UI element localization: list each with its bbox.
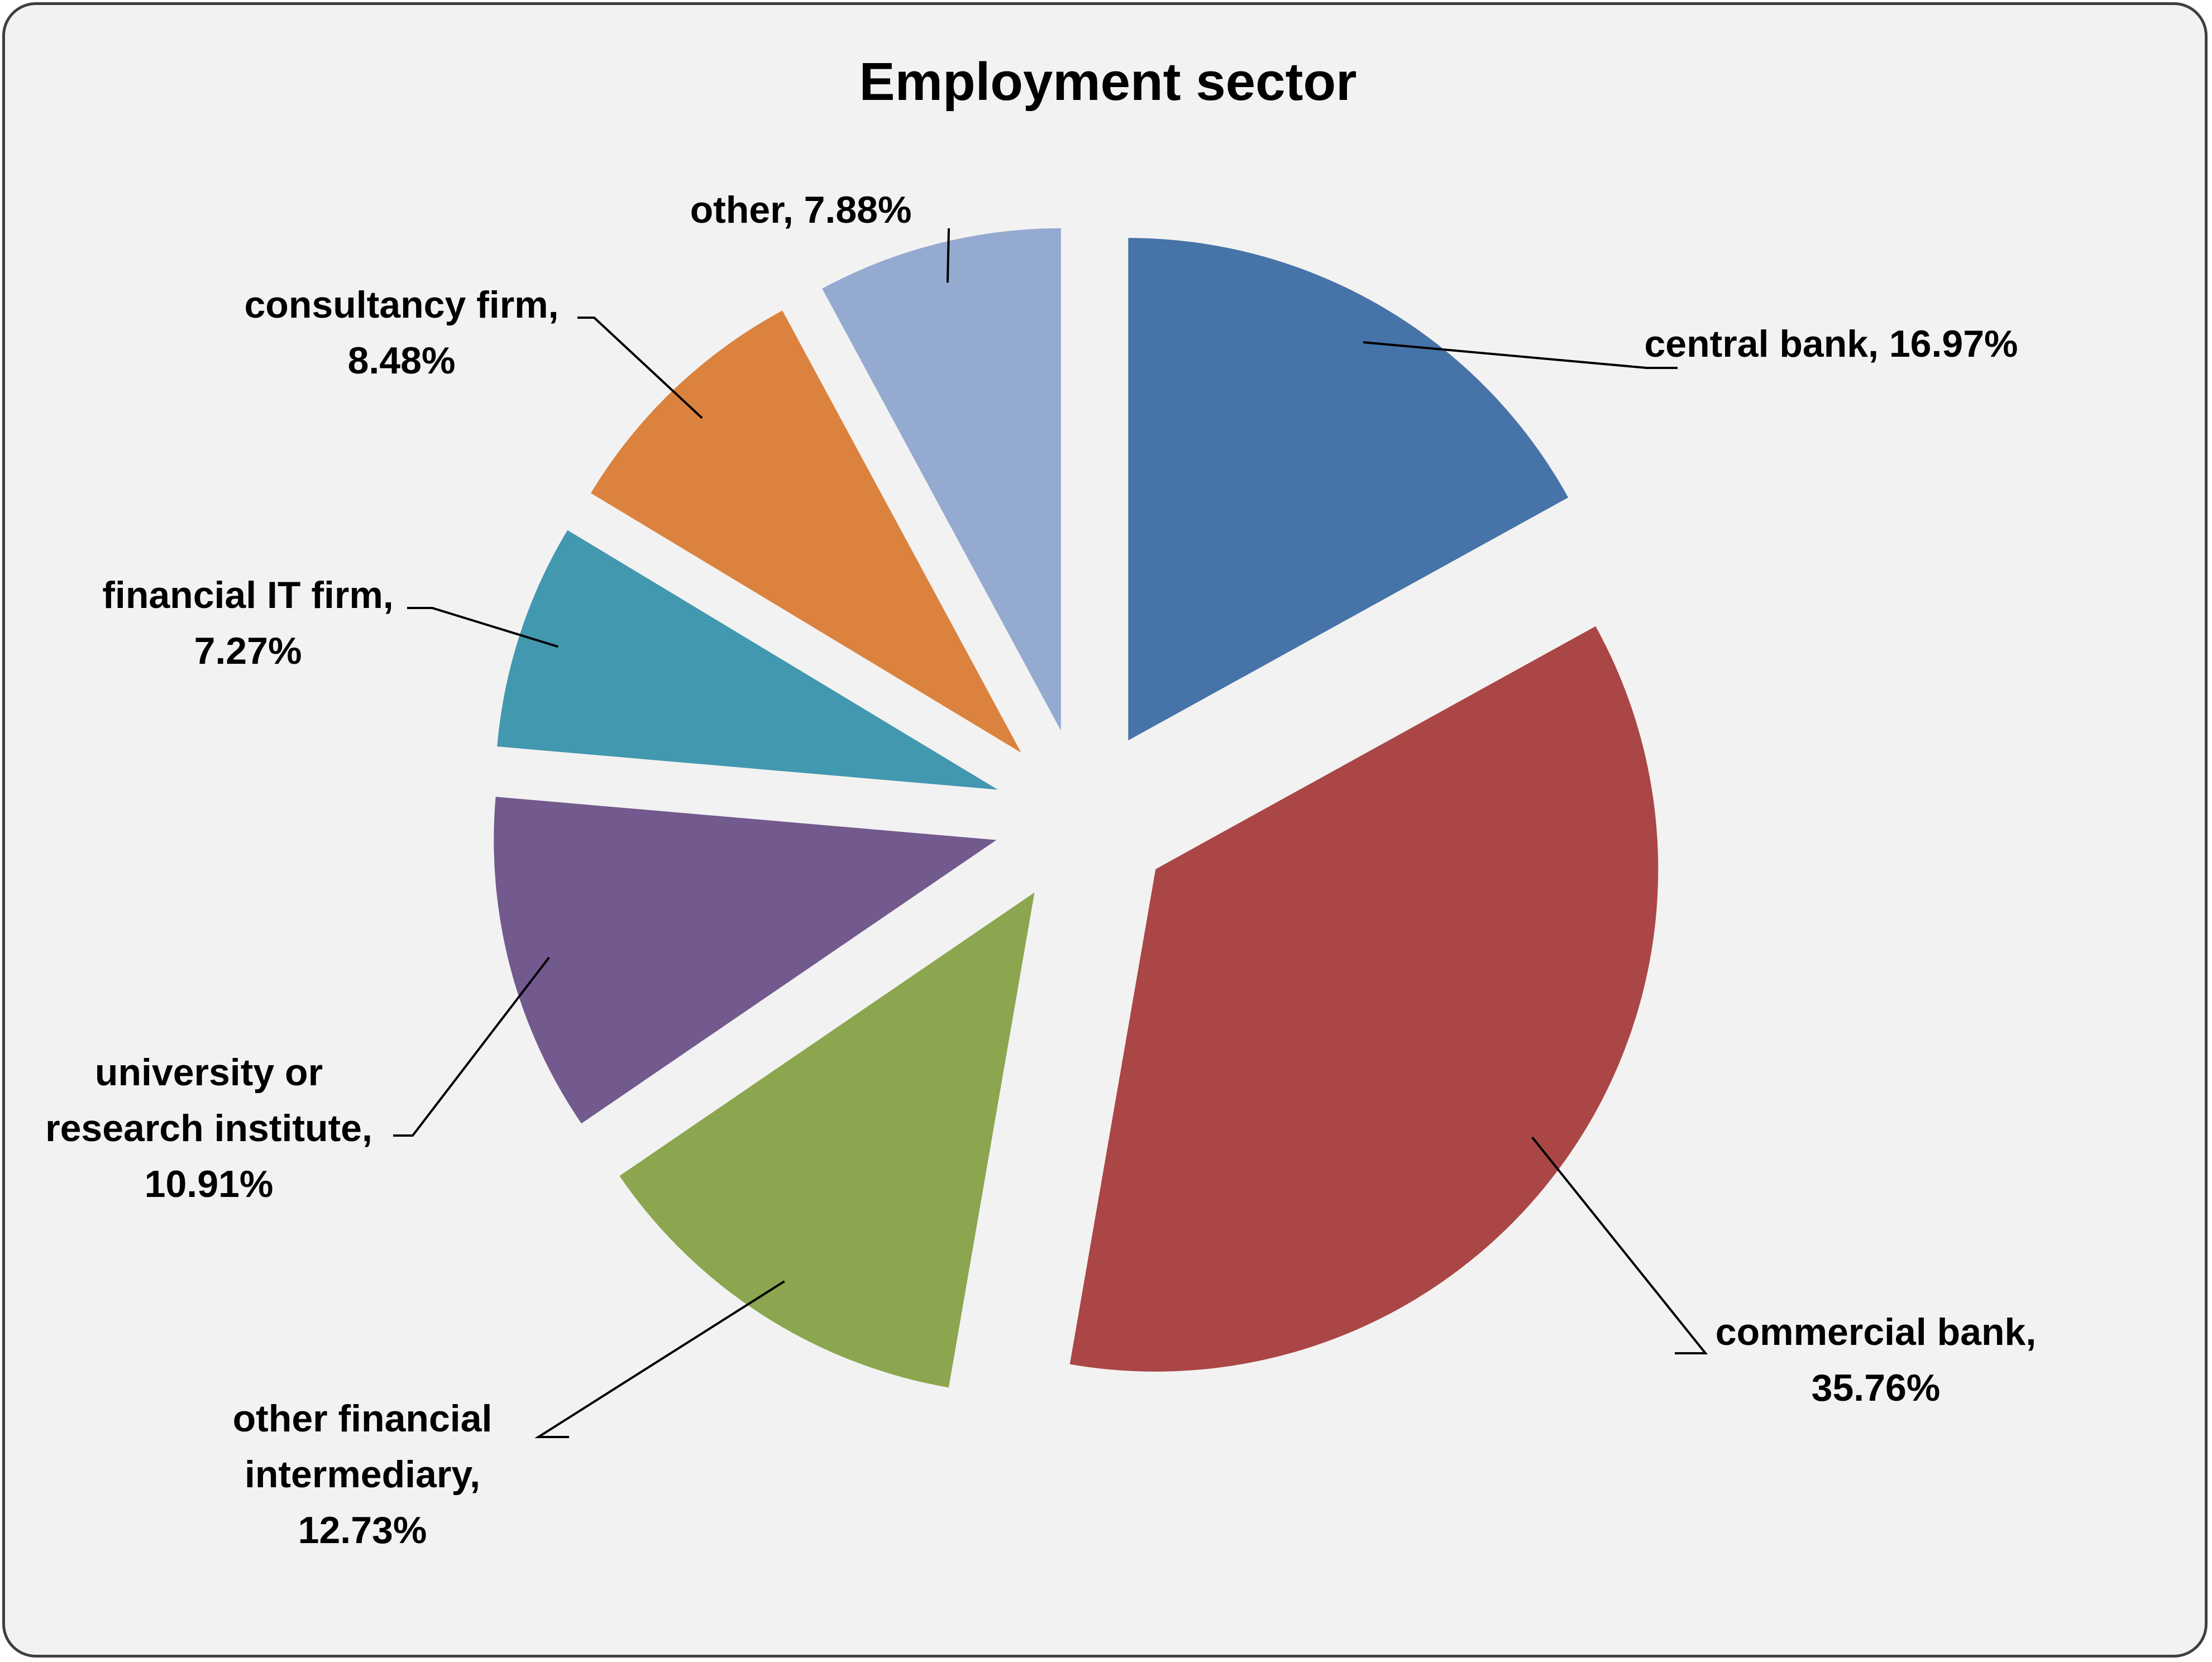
- slice-label: commercial bank, 35.76%: [1716, 1311, 2036, 1409]
- slice-label: central bank, 16.97%: [1644, 323, 2018, 365]
- pie-slice-central-bank: [1128, 238, 1569, 741]
- slice-label: consultancy firm, 8.48%: [244, 284, 558, 382]
- leader-lines: [393, 228, 1708, 1438]
- pie-slice-other: [822, 228, 1061, 731]
- slice-label: university or research institute, 10.91%: [45, 1051, 372, 1205]
- pie-slice-consultancy-firm: [590, 310, 1021, 753]
- leader-line: [577, 317, 703, 419]
- pie-slices: [494, 228, 1659, 1388]
- leader-line: [534, 1280, 785, 1438]
- pie-slice-commercial-bank: [1069, 626, 1659, 1372]
- pie-slice-financial-IT-firm: [497, 530, 998, 790]
- leader-line: [393, 956, 550, 1137]
- leader-line: [1363, 341, 1678, 369]
- pie-chart: Employment sector central bank, 16.97% co…: [45, 52, 2036, 1551]
- slice-label: other, 7.88%: [690, 189, 912, 231]
- leader-line: [946, 228, 950, 283]
- slice-label: financial IT firm, 7.27%: [102, 574, 393, 672]
- pie-slice-other-financial-intermediary: [619, 892, 1035, 1388]
- leader-line: [407, 607, 559, 648]
- slice-label: other financial intermediary, 12.73%: [233, 1397, 493, 1551]
- pie-slice-university-or-research-institute: [494, 797, 997, 1124]
- chart-title: Employment sector: [859, 52, 1357, 112]
- leader-line: [1531, 1136, 1708, 1354]
- slice-labels: central bank, 16.97% commercial bank, 35.7…: [45, 189, 2036, 1551]
